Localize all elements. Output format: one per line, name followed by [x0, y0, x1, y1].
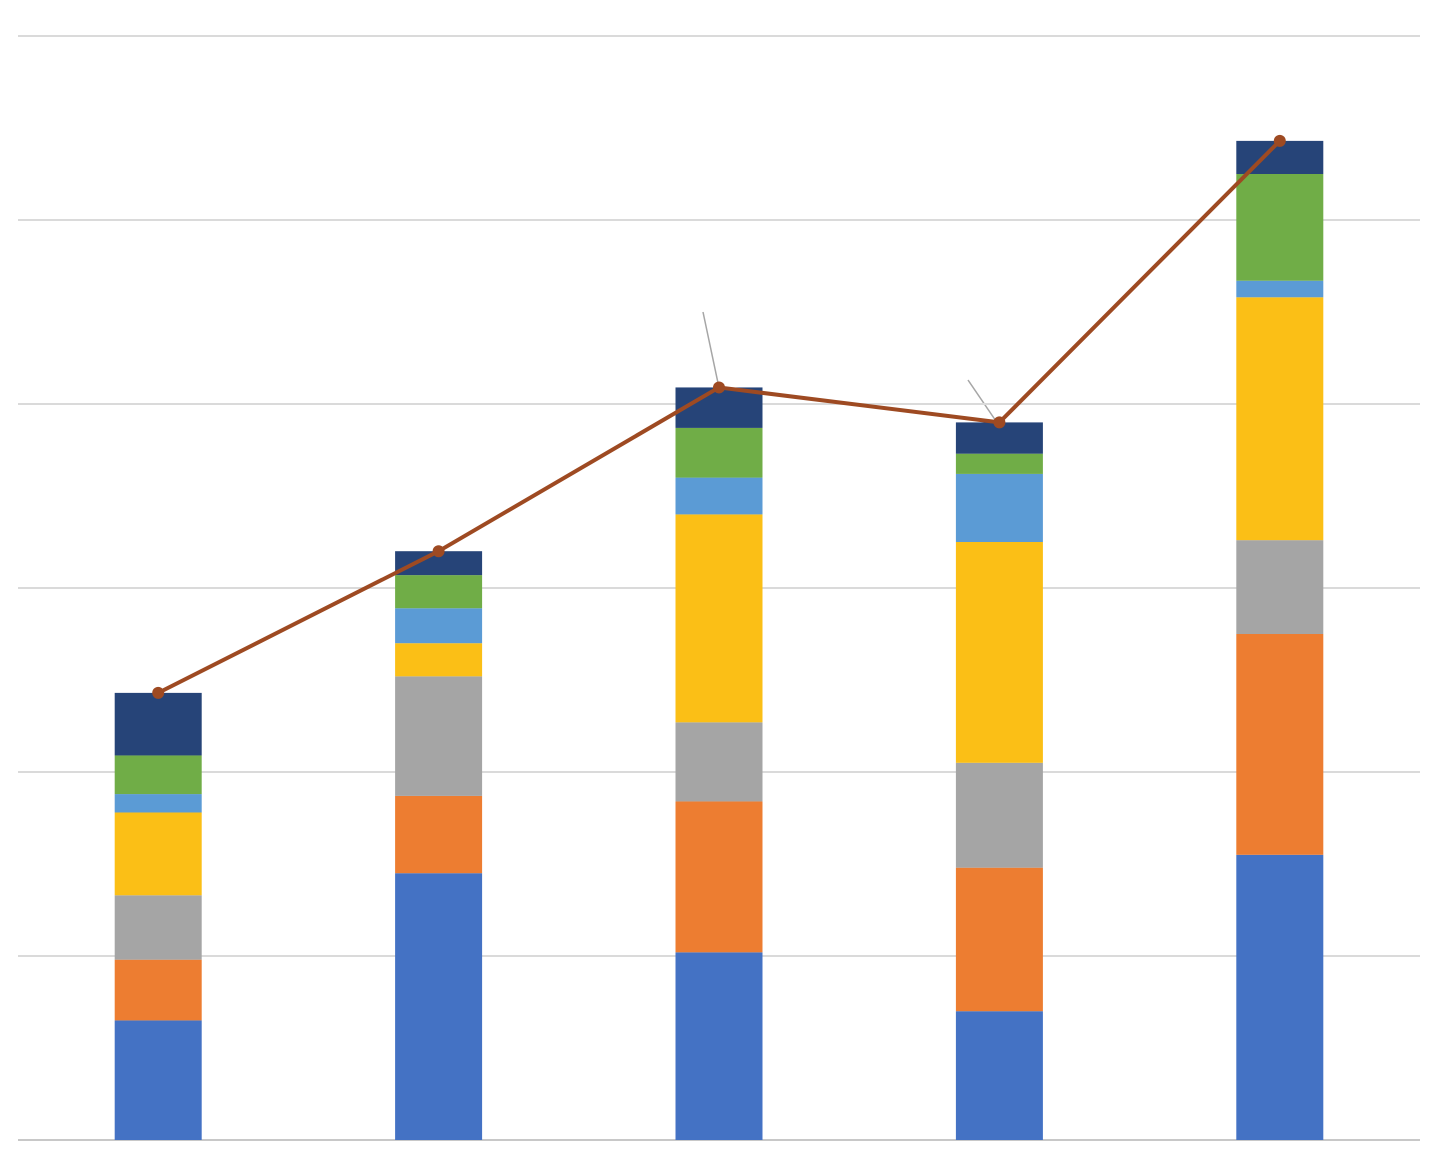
bar-segment: [675, 387, 763, 428]
bar-segment: [395, 873, 483, 1140]
bar-segment: [395, 551, 483, 576]
line-marker: [152, 686, 165, 699]
bar-segment: [114, 755, 202, 795]
bar-segment: [1236, 540, 1324, 634]
bar-segment: [1236, 174, 1324, 281]
bar-segment: [675, 801, 763, 953]
bar-segment: [114, 812, 202, 896]
bar-segment: [395, 608, 483, 644]
bar-segment: [675, 722, 763, 802]
bar-segment: [675, 477, 763, 515]
bar-segment: [955, 1011, 1043, 1140]
bar-segment: [955, 542, 1043, 763]
bar-segment: [395, 575, 483, 609]
bar-segment: [1236, 297, 1324, 541]
leader-line: [702, 311, 719, 384]
bar-segment: [114, 1020, 202, 1140]
bar-segment: [395, 643, 483, 677]
line-marker: [993, 416, 1006, 429]
bar-segment: [955, 762, 1043, 868]
bar-segment: [395, 676, 483, 796]
bar-segment: [955, 453, 1043, 474]
line-marker: [1273, 134, 1286, 147]
leader-line: [967, 379, 999, 425]
bar-segment: [114, 959, 202, 1021]
bar-segment: [675, 952, 763, 1140]
bar-segment: [1236, 280, 1324, 298]
bar-segment: [114, 794, 202, 813]
bar-segment: [1236, 634, 1324, 855]
bar-segment: [675, 514, 763, 723]
bar-segment: [114, 692, 202, 756]
bar-segment: [675, 427, 763, 478]
bar-segment: [395, 795, 483, 874]
bar-segment: [114, 895, 202, 960]
line-marker: [713, 381, 725, 394]
bar-segment: [955, 473, 1043, 542]
bar-segment: [955, 867, 1043, 1012]
bar-segment: [1236, 854, 1324, 1140]
line-marker: [432, 545, 445, 558]
